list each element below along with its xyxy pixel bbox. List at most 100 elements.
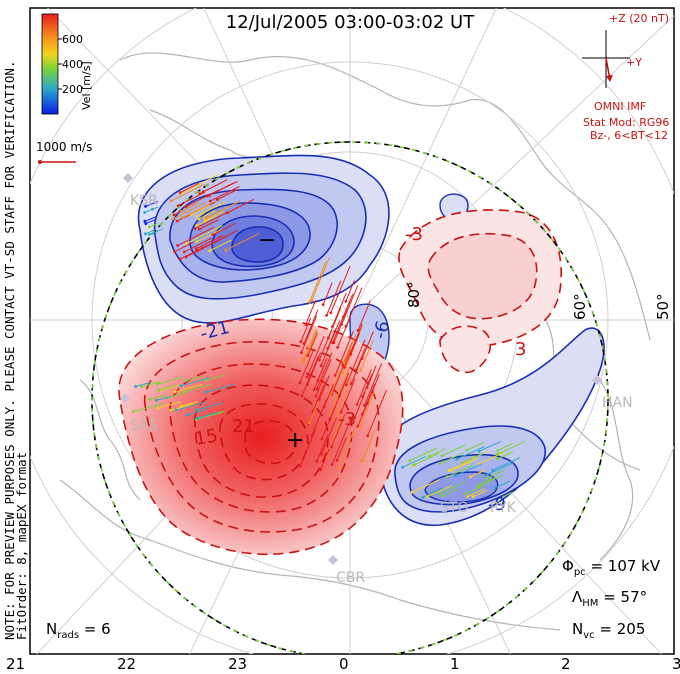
velocity-vector: [183, 383, 212, 393]
velocity-vector-origin: [171, 217, 175, 221]
velocity-vector-origin: [360, 459, 364, 463]
velocity-vector: [320, 320, 341, 366]
velocity-vector: [197, 412, 218, 419]
velocity-vector: [299, 428, 317, 467]
velocity-vector-origin: [341, 363, 345, 367]
velocity-vector-origin: [195, 408, 199, 412]
velocity-vector-origin: [349, 382, 353, 386]
velocity-vector-origin: [328, 417, 332, 421]
velocity-vector: [329, 377, 348, 420]
velocity-vector-origin: [438, 492, 442, 496]
velocity-vector: [361, 383, 376, 415]
velocity-vector-origin: [302, 342, 306, 346]
velocity-vector: [199, 181, 223, 195]
velocity-vector: [133, 402, 165, 412]
velocity-vector: [318, 330, 332, 361]
velocity-vector-origin: [143, 219, 147, 223]
velocity-vector-origin: [317, 398, 321, 401]
velocity-vector-origin: [144, 204, 147, 208]
velocity-vector-origin: [315, 459, 319, 463]
velocity-vector-origin: [319, 468, 323, 472]
velocity-vector-origin: [198, 192, 202, 196]
velocity-vector: [497, 451, 514, 460]
velocity-vector: [337, 317, 351, 348]
velocity-vector-origin: [203, 219, 207, 223]
velocity-vector: [427, 484, 453, 497]
velocity-vector-origin: [144, 222, 148, 225]
latitude-labels: 80° 60° 50°: [405, 281, 672, 320]
velocity-vector: [172, 202, 206, 220]
velocity-vector: [320, 448, 330, 470]
velocity-vector: [182, 201, 216, 218]
station-label: HAN: [602, 395, 633, 411]
mlt-axis-labels: 21 22 23 0 1 2 3: [6, 655, 680, 673]
velocity-vector-origin: [181, 216, 185, 219]
velocity-vector-origin: [319, 364, 323, 368]
velocity-vector-origin: [155, 382, 159, 386]
velocity-vector: [486, 469, 505, 479]
velocity-vector: [409, 447, 438, 462]
velocity-vector: [171, 184, 205, 202]
velocity-vector: [186, 409, 207, 416]
velocity-vector: [358, 391, 375, 428]
velocity-vector-origin: [438, 462, 442, 465]
velocity-vector: [141, 381, 161, 388]
velocity-vector-origin: [204, 216, 208, 220]
velocity-vector-origin: [496, 457, 499, 461]
velocity-vector-origin: [330, 445, 333, 449]
velocity-vector-origin: [184, 379, 188, 382]
velocity-vector: [478, 441, 501, 452]
velocity-vector-origin: [193, 227, 197, 230]
velocity-vector: [413, 453, 439, 466]
velocity-vector: [467, 488, 485, 497]
velocity-vector: [156, 395, 171, 401]
vector-count: Nvc = 205: [572, 620, 645, 641]
velocity-vector-origin: [182, 250, 186, 254]
velocity-vector: [207, 182, 234, 197]
velocity-vector-origin: [184, 242, 188, 246]
mlt-label-22: 22: [117, 655, 136, 673]
velocity-vector: [473, 489, 488, 498]
velocity-vector: [345, 280, 355, 302]
velocity-vector-origin: [302, 361, 306, 365]
velocity-vector: [462, 452, 484, 464]
velocity-vector-origin: [336, 346, 339, 349]
velocity-vector-origin: [475, 485, 479, 489]
velocity-vector: [439, 452, 464, 464]
velocity-vector-origin: [330, 325, 334, 329]
velocity-vector-origin: [302, 358, 305, 362]
velocity-vector-origin: [484, 477, 488, 480]
velocity-vector-origin: [148, 397, 152, 401]
velocity-vector-origin: [195, 240, 199, 244]
potential-minimum-marker: −: [258, 228, 276, 253]
velocity-vector-origin: [353, 416, 357, 420]
velocity-vector: [307, 352, 322, 385]
velocity-vector: [303, 329, 318, 363]
imf-clock: +Z (20 nT) +Y OMNI IMF Stat Mod: RG96 Bz…: [582, 12, 669, 142]
colorbar-tick-label: 600: [62, 33, 83, 46]
velocity-vector-origin: [329, 311, 333, 315]
velocity-vector: [441, 444, 466, 457]
velocity-vector: [470, 469, 486, 478]
velocity-vector-origin: [140, 385, 144, 389]
velocity-vector: [497, 441, 526, 455]
velocity-vector: [411, 479, 440, 493]
velocity-vector-origin: [366, 434, 370, 438]
velocity-vector: [186, 375, 202, 382]
velocity-vector: [312, 384, 325, 412]
velocity-vector-origin: [317, 358, 321, 362]
velocity-vector-origin: [427, 454, 431, 458]
velocity-vector: [205, 374, 225, 381]
mlt-label-0: 0: [339, 655, 349, 673]
velocity-vector-origin: [331, 341, 334, 345]
potential-maximum-marker: +: [286, 428, 304, 453]
velocity-vector-origin: [310, 299, 314, 302]
velocity-vector: [160, 384, 180, 391]
velocity-vector: [217, 188, 239, 201]
velocity-vector: [177, 226, 215, 246]
velocity-vector: [299, 349, 315, 384]
velocity-vector: [362, 373, 373, 397]
velocity-vector-origin: [299, 351, 303, 355]
velocity-vector-origin: [441, 494, 445, 498]
